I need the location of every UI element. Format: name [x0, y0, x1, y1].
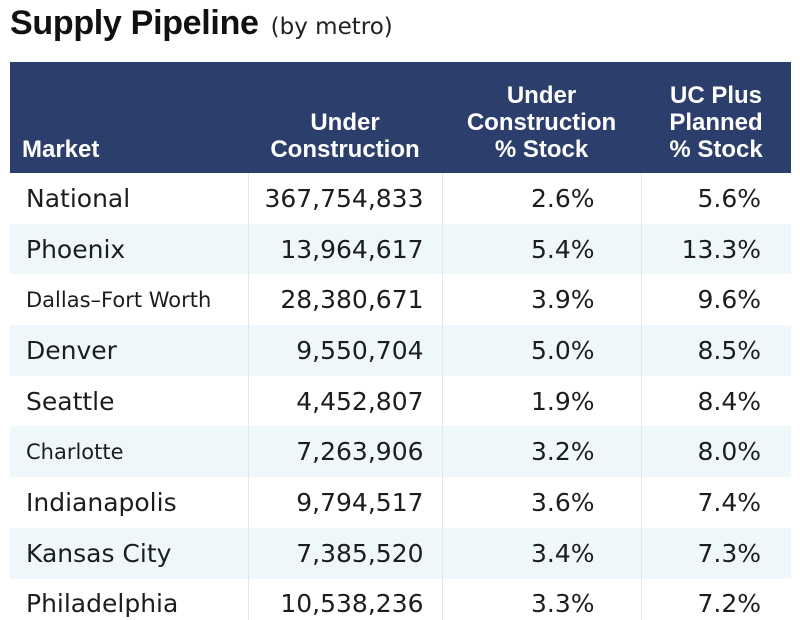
cell-uc-plus-planned-pct-stock: 5.6% — [697, 183, 761, 213]
cell-uc-pct-stock: 3.3% — [442, 578, 642, 620]
header-row: Market Under Construction Under Construc… — [10, 62, 791, 173]
table-row: National 367,754,833 2.6% 5.6% — [10, 173, 791, 224]
table-row: Indianapolis 9,794,517 3.6% 7.4% — [10, 477, 791, 528]
supply-pipeline-table: Market Under Construction Under Construc… — [10, 62, 791, 620]
cell-uc-plus-planned-pct-stock: 7.4% — [697, 487, 761, 517]
cell-market: Phoenix — [10, 223, 249, 275]
cell-market: National — [10, 173, 249, 224]
cell-market: Denver — [10, 325, 249, 376]
cell-uc-pct-stock: 5.0% — [442, 325, 642, 376]
cell-uc-plus-planned-pct-stock: 13.3% — [641, 223, 791, 275]
cell-market: Charlotte — [10, 426, 249, 478]
title-row: Supply Pipeline (by metro) — [10, 0, 393, 50]
cell-uc-pct-stock: 3.9% — [442, 274, 642, 326]
table-row: Seattle 4,452,807 1.9% 8.4% — [10, 375, 791, 427]
table-body: National 367,754,833 2.6% 5.6% Phoenix 1… — [10, 173, 791, 620]
column-header-uc-plus-planned-pct-stock: UC Plus Planned % Stock — [641, 62, 791, 173]
cell-under-construction: 9,550,704 — [248, 325, 443, 376]
table-header: Market Under Construction Under Construc… — [10, 62, 791, 173]
table-row: Charlotte 7,263,906 3.2% 8.0% — [10, 426, 791, 478]
cell-uc-plus-planned-pct-stock: 8.5% — [641, 325, 791, 376]
table-row: Denver 9,550,704 5.0% 8.5% — [10, 325, 791, 376]
cell-uc-pct-stock: 1.9% — [442, 375, 642, 427]
cell-uc-plus-planned-pct-stock: 8.4% — [697, 386, 761, 416]
table-row: Dallas–Fort Worth 28,380,671 3.9% 9.6% — [10, 274, 791, 326]
cell-market: Indianapolis — [10, 477, 249, 528]
cell-uc-plus-planned-pct-stock: 7.3% — [641, 527, 791, 579]
table-row: Phoenix 13,964,617 5.4% 13.3% — [10, 223, 791, 275]
cell-market: Philadelphia — [10, 578, 249, 620]
chart-title: Supply Pipeline — [10, 4, 259, 42]
cell-under-construction: 13,964,617 — [248, 223, 443, 275]
column-header-uc-pct-stock: Under Construction % Stock — [442, 62, 641, 173]
cell-market: Kansas City — [10, 527, 249, 579]
cell-under-construction: 28,380,671 — [248, 274, 443, 326]
cell-under-construction: 367,754,833 — [248, 173, 443, 224]
table-row: Philadelphia 10,538,236 3.3% 7.2% — [10, 578, 791, 620]
cell-under-construction: 4,452,807 — [248, 375, 443, 427]
cell-under-construction: 10,538,236 — [248, 578, 443, 620]
cell-uc-pct-stock: 2.6% — [442, 173, 642, 224]
cell-market: Dallas–Fort Worth — [10, 274, 249, 326]
cell-under-construction: 7,385,520 — [248, 527, 443, 579]
cell-uc-pct-stock: 3.2% — [442, 426, 642, 478]
cell-uc-pct-stock: 5.4% — [442, 223, 642, 275]
cell-market: Seattle — [10, 375, 249, 427]
cell-uc-pct-stock: 3.4% — [442, 527, 642, 579]
column-header-market: Market — [10, 62, 248, 173]
cell-uc-plus-planned-pct-stock: 9.6% — [697, 285, 761, 315]
cell-uc-pct-stock: 3.6% — [442, 477, 642, 528]
chart-subtitle: (by metro) — [270, 14, 393, 40]
cell-under-construction: 7,263,906 — [248, 426, 443, 478]
cell-uc-plus-planned-pct-stock: 8.0% — [641, 426, 791, 478]
table-row: Kansas City 7,385,520 3.4% 7.3% — [10, 527, 791, 579]
cell-under-construction: 9,794,517 — [248, 477, 443, 528]
cell-uc-plus-planned-pct-stock: 7.2% — [697, 589, 761, 619]
column-header-under-construction: Under Construction — [248, 62, 442, 173]
